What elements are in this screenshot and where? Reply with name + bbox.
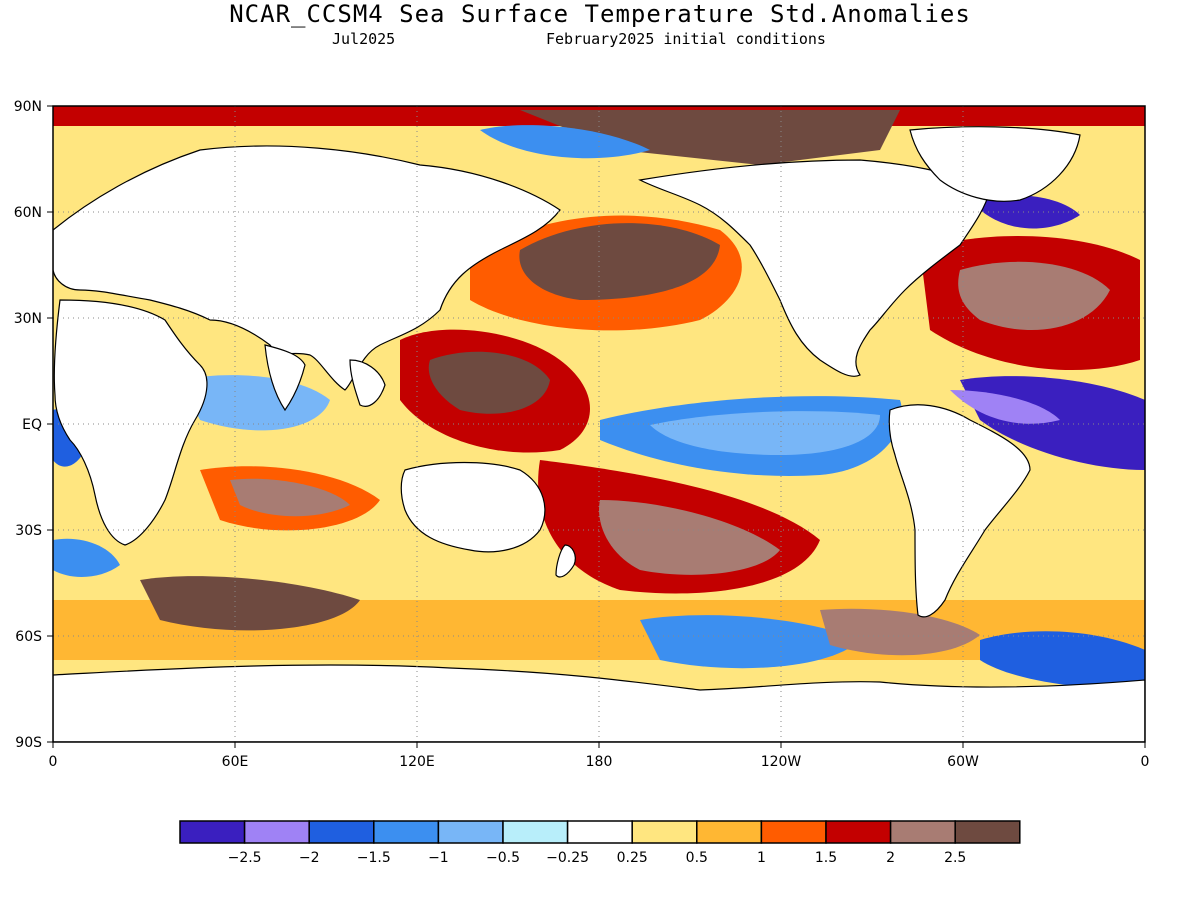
colorbar-label: 2 bbox=[886, 850, 895, 866]
lon-tick-label: 0 bbox=[49, 754, 58, 770]
colorbar-swatch bbox=[373, 820, 440, 844]
colorbar-swatch bbox=[179, 820, 246, 844]
lat-tick-label: 90S bbox=[15, 735, 42, 751]
colorbar-swatch bbox=[760, 820, 827, 844]
colorbar-label: −1.5 bbox=[357, 850, 391, 866]
land-masses bbox=[53, 126, 1145, 742]
colorbar-label: 1.5 bbox=[815, 850, 837, 866]
colorbar-label: −2 bbox=[299, 850, 320, 866]
lon-tick-label: 180 bbox=[586, 754, 613, 770]
colorbar-label: −2.5 bbox=[228, 850, 262, 866]
lat-tick-label: 60N bbox=[14, 205, 42, 221]
colorbar-swatch bbox=[308, 820, 375, 844]
colorbar-label: 2.5 bbox=[944, 850, 966, 866]
lat-tick-label: 90N bbox=[14, 99, 42, 115]
lon-tick-label: 60E bbox=[222, 754, 249, 770]
lon-tick-label: 120W bbox=[761, 754, 802, 770]
map-panel: 90N 60N 30N EQ 30S 60S 90S 0 60E 120E 18… bbox=[14, 99, 1150, 770]
colorbar-label: 0.5 bbox=[686, 850, 708, 866]
lat-tick-label: 60S bbox=[15, 629, 42, 645]
colorbar-label: −1 bbox=[428, 850, 449, 866]
map-title: NCAR_CCSM4 Sea Surface Temperature Std.A… bbox=[229, 0, 971, 28]
lat-tick-marks bbox=[47, 105, 53, 743]
colorbar-swatch bbox=[566, 820, 633, 844]
colorbar-swatch bbox=[631, 820, 698, 844]
colorbar-swatch bbox=[243, 820, 310, 844]
lon-tick-label: 60W bbox=[947, 754, 979, 770]
colorbar-label: −0.5 bbox=[486, 850, 520, 866]
colorbar-label: 0.25 bbox=[617, 850, 648, 866]
lat-tick-label: 30N bbox=[14, 311, 42, 327]
lon-tick-label: 0 bbox=[1141, 754, 1150, 770]
lat-tick-label: EQ bbox=[22, 417, 42, 433]
colorbar-swatch bbox=[437, 820, 504, 844]
lon-tick-marks bbox=[52, 742, 1146, 748]
valid-month-label: Jul2025 bbox=[332, 30, 396, 48]
init-conditions-label: February2025 initial conditions bbox=[546, 30, 826, 48]
graticule bbox=[53, 106, 1145, 742]
colorbar-label: −0.25 bbox=[546, 850, 589, 866]
colorbar-swatch bbox=[502, 820, 569, 844]
colorbar-swatch bbox=[954, 820, 1021, 844]
lon-tick-label: 120E bbox=[399, 754, 435, 770]
colorbar-label: 1 bbox=[757, 850, 766, 866]
latitude-ticks: 90N 60N 30N EQ 30S 60S 90S bbox=[14, 99, 42, 751]
colorbar-swatch bbox=[825, 820, 892, 844]
longitude-ticks: 0 60E 120E 180 120W 60W 0 bbox=[49, 754, 1150, 770]
colorbar-swatch bbox=[696, 820, 763, 844]
lat-tick-label: 30S bbox=[15, 523, 42, 539]
colorbar: −2.5 −2 −1.5 −1 −0.5 −0.25 0.25 0.5 1 1.5 2 2.5 bbox=[179, 820, 1021, 866]
colorbar-swatch bbox=[889, 820, 956, 844]
